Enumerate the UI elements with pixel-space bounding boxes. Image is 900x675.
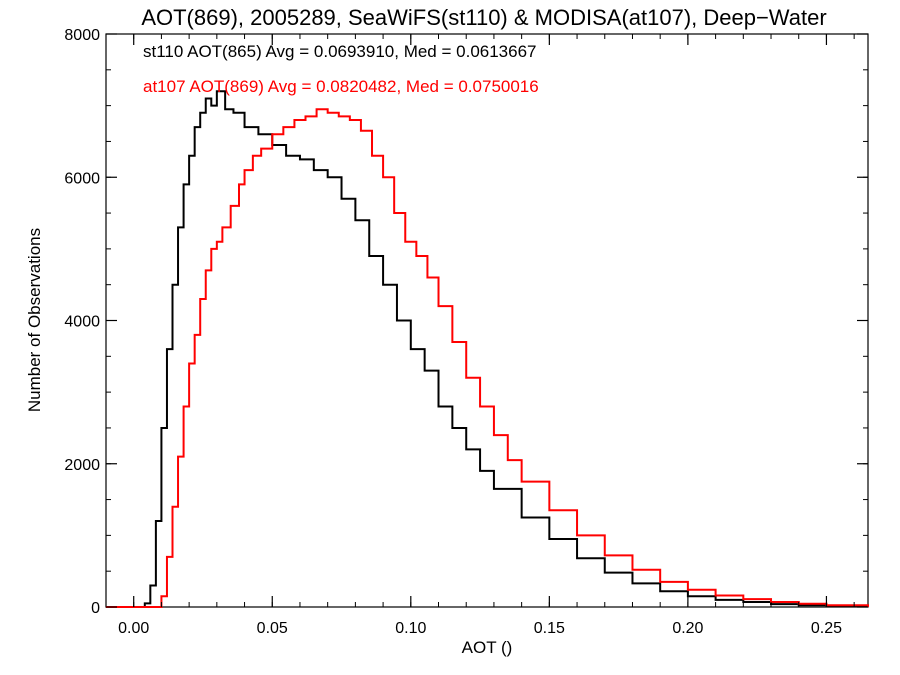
x-tick-label: 0.25 [811, 620, 842, 637]
chart-title: AOT(869), 2005289, SeaWiFS(st110) & MODI… [141, 5, 826, 30]
y-tick-label: 6000 [64, 170, 100, 187]
x-tick-label: 0.10 [395, 620, 426, 637]
y-axis-label: Number of Observations [25, 228, 44, 412]
legend: st110 AOT(865) Avg = 0.0693910, Med = 0.… [143, 42, 539, 96]
y-tick-label: 2000 [64, 457, 100, 474]
x-axis-label: AOT () [462, 638, 513, 657]
y-tick-label: 4000 [64, 314, 100, 331]
legend-entry-at107: at107 AOT(869) Avg = 0.0820482, Med = 0.… [143, 77, 539, 96]
y-tick-label: 8000 [64, 27, 100, 44]
series-line-0 [106, 90, 869, 608]
y-tick-label: 0 [91, 600, 100, 617]
series-layer [106, 90, 869, 608]
tick-layer: 0.00 0.05 0.10 0.15 0.20 0.25 0 2000 4000 6000 800… [64, 27, 868, 637]
series-line-1 [106, 108, 869, 608]
legend-entry-st110: st110 AOT(865) Avg = 0.0693910, Med = 0.… [143, 42, 537, 61]
x-tick-label: 0.00 [118, 620, 149, 637]
plot-area: 0.00 0.05 0.10 0.15 0.20 0.25 0 2000 4000 6000 800… [64, 27, 869, 637]
x-tick-label: 0.05 [257, 620, 288, 637]
x-tick-label: 0.20 [672, 620, 703, 637]
plot-frame [105, 33, 869, 608]
x-tick-label: 0.15 [534, 620, 565, 637]
